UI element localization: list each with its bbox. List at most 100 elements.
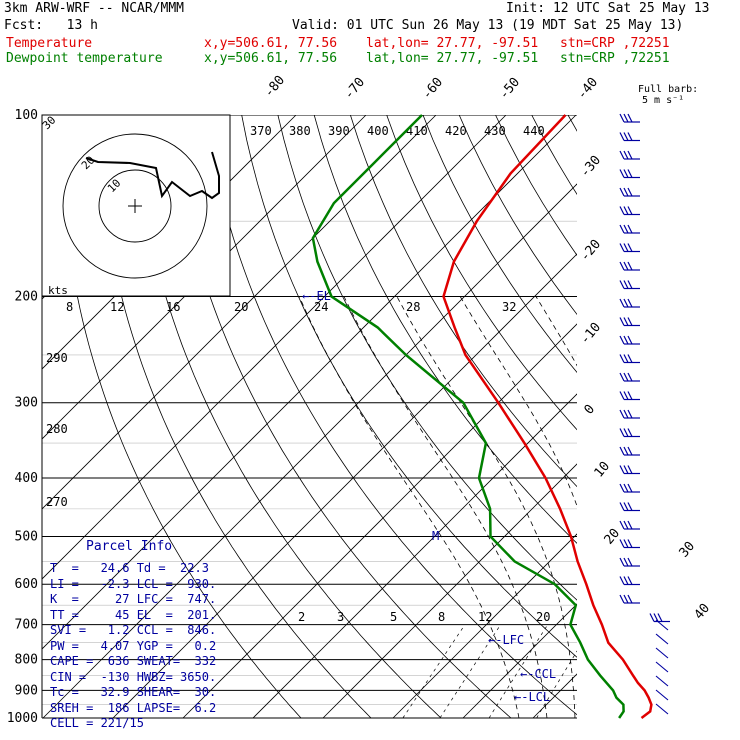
wind-barb-flag: [623, 224, 629, 234]
pressure-tick-label: 800: [15, 653, 38, 668]
wind-barb-flag: [627, 409, 633, 419]
wind-barb-flag: [623, 298, 629, 308]
wind-barb-flag: [619, 576, 625, 585]
wind-barb-surface: [655, 675, 669, 687]
wind-barb-flag: [619, 409, 625, 419]
moist-adiabat-line: [298, 296, 520, 718]
pressure-tick-label: 400: [15, 471, 38, 486]
wind-barb-flag: [623, 539, 629, 548]
pressure-tick-label: 900: [15, 683, 38, 698]
isotherm-line: [392, 533, 577, 718]
wind-barb-flag: [627, 594, 633, 604]
theta-label: 380: [289, 124, 311, 138]
wind-barb-flag: [619, 280, 625, 289]
barb-legend: Full barb:: [638, 84, 699, 95]
wind-barb-flag: [627, 354, 633, 363]
forecast-hour: Fcst: 13 h: [4, 18, 98, 33]
isotherm-label: -70: [342, 75, 369, 103]
pressure-tick-label: 600: [15, 577, 38, 592]
wind-barb-flag: [619, 187, 625, 197]
dry-adiabat-line: [422, 115, 577, 373]
theta-label: 400: [367, 124, 389, 138]
wind-barb-flag: [627, 576, 633, 585]
wind-barb-flag: [623, 335, 629, 345]
wind-barb-flag: [627, 132, 633, 141]
mixing-ratio-label: 8: [438, 610, 445, 624]
wind-barb-flag: [627, 465, 633, 474]
wind-barb-surface: [655, 633, 669, 645]
parcel-row: SREH = 186 LAPSE= 6.2: [50, 700, 217, 715]
dew-station: stn=CRP ,72251: [560, 51, 670, 66]
wind-barb-flag: [623, 354, 629, 363]
dry-adiabat-line: [641, 115, 740, 718]
parcel-row: Tc = 32.9 SHEAR= 30.: [50, 685, 217, 699]
isotherm-line: [42, 115, 437, 510]
dew-xy: x,y=506.61, 77.56: [204, 51, 338, 66]
mixing-ratio-label: 5: [390, 610, 397, 624]
level-annotation: ←-EL: [302, 289, 331, 303]
temperature-legend: Temperature: [6, 36, 93, 51]
wind-barb-flag: [623, 465, 629, 474]
isotherm-label: -40: [575, 75, 602, 103]
wind-barb-flag: [619, 261, 625, 271]
wind-barb-flag: [619, 391, 625, 400]
wind-barb-flag: [627, 372, 633, 382]
wind-barb-flag: [619, 354, 625, 363]
pressure-tick-label: 300: [15, 396, 38, 411]
wind-barb-surface: [655, 689, 669, 701]
speed-scale-label: 24: [314, 300, 328, 314]
isotherm-label: -60: [420, 75, 447, 103]
parcel-row: LI = -2.3 LCL = 930.: [50, 576, 217, 591]
level-annotation: M: [432, 529, 439, 543]
mixing-ratio-label: 3: [337, 610, 344, 624]
mixing-ratio-line: [402, 624, 466, 718]
isotherm-label: 10: [592, 459, 614, 481]
parcel-row: TT = 45 EL = 201.: [50, 607, 217, 622]
wind-barbs: [619, 113, 670, 715]
wind-barb-flag: [627, 169, 633, 178]
hodograph-ring: [98, 169, 172, 243]
wind-barb-flag: [627, 206, 633, 215]
low-theta-label: 290: [46, 351, 68, 365]
isotherm-label: -80: [262, 73, 289, 101]
isotherm-line: [42, 115, 367, 440]
dry-adiabat-line: [677, 115, 740, 718]
isotherm-line: [42, 115, 507, 580]
moist-adiabat-line: [459, 296, 577, 508]
wind-barb-flag: [619, 150, 625, 160]
wind-barb-flag: [649, 613, 655, 622]
dew-latlon: lat,lon= 27.77, -97.51: [366, 51, 539, 66]
low-theta-label: 280: [46, 422, 68, 436]
parcel-row: CAPE = 636 SWEAT= 332: [50, 654, 217, 668]
wind-barb-flag: [619, 224, 625, 234]
isotherm-label: 30: [677, 539, 699, 561]
dry-adiabat-line: [458, 115, 577, 316]
wind-barb-flag: [623, 150, 629, 160]
mixing-ratio-label: 2: [298, 610, 305, 624]
wind-barb-flag: [623, 261, 629, 271]
low-theta-label: 270: [46, 495, 68, 509]
wind-barb-flag: [627, 428, 633, 437]
wind-barb-flag: [627, 391, 633, 400]
dry-adiabat-line: [495, 115, 577, 256]
wind-barb-flag: [627, 483, 633, 493]
moist-adiabat-line: [623, 297, 678, 719]
hodograph-trace: [85, 151, 220, 200]
temp-latlon: lat,lon= 27.77, -97.51: [366, 36, 539, 51]
isotherm-line: [42, 115, 577, 650]
wind-barb-flag: [623, 243, 629, 252]
dry-adiabat-line: [713, 115, 740, 718]
wind-barb-flag: [623, 317, 629, 326]
isotherm-label: -10: [578, 320, 605, 348]
level-annotation: ←-CCL: [520, 667, 556, 681]
dewpoint-legend: Dewpoint temperature: [6, 51, 163, 66]
mixing-ratio-label: 12: [478, 610, 492, 624]
wind-barb-flag: [627, 243, 633, 252]
wind-barb-flag: [627, 261, 633, 271]
dry-adiabat-line: [277, 115, 577, 601]
wind-barb-flag: [627, 502, 633, 511]
wind-barb-flag: [619, 594, 625, 604]
mixing-ratio-label: 20: [536, 610, 550, 624]
pressure-tick-label: 200: [15, 290, 38, 305]
